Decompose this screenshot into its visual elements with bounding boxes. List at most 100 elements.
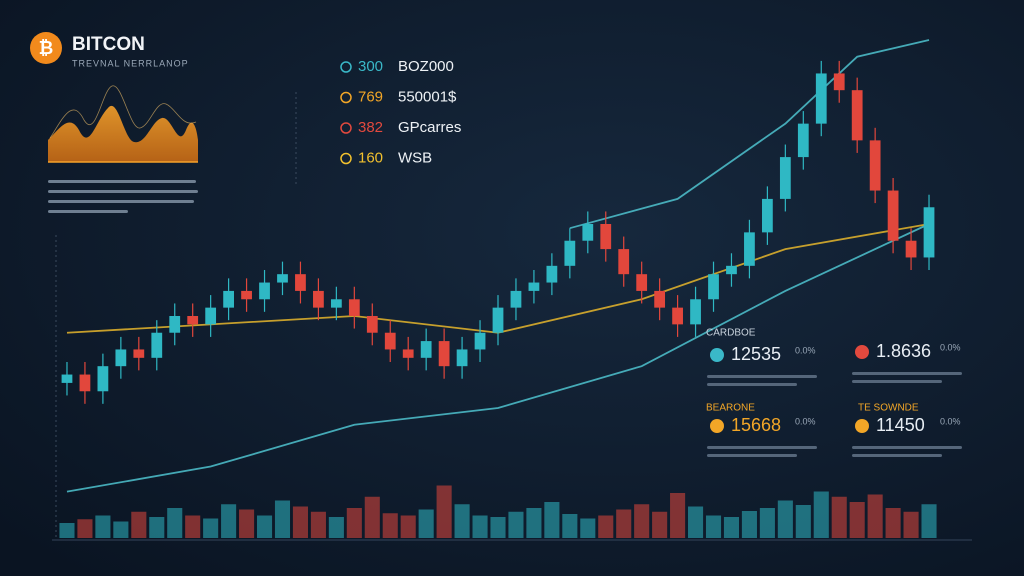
volume-bar bbox=[759, 508, 775, 538]
candle-body bbox=[97, 366, 109, 392]
candle-body bbox=[205, 307, 217, 325]
candle-body bbox=[151, 332, 163, 358]
candle-body bbox=[330, 299, 342, 308]
volume-bar bbox=[526, 508, 542, 538]
candle-body bbox=[797, 123, 809, 158]
candle-body bbox=[438, 341, 450, 367]
candle-body bbox=[690, 299, 701, 325]
volume-bar bbox=[167, 508, 183, 538]
candle-body bbox=[600, 224, 612, 250]
volume-bar bbox=[436, 485, 452, 538]
candle-body bbox=[456, 349, 468, 367]
volume-bar bbox=[652, 511, 668, 538]
stat-heading: BEARONE bbox=[706, 403, 755, 414]
volume-bar bbox=[490, 517, 506, 538]
candle-body bbox=[115, 349, 127, 367]
stat-note bbox=[852, 454, 942, 457]
stat-change: 0.0% bbox=[795, 345, 816, 355]
volume-bar bbox=[688, 506, 704, 538]
volume-bar bbox=[310, 511, 326, 538]
stat-icon bbox=[710, 348, 724, 362]
candle-body bbox=[223, 290, 234, 308]
candle-body bbox=[313, 290, 324, 308]
candle-body bbox=[869, 140, 881, 191]
candle-body bbox=[582, 224, 594, 241]
volume-bar bbox=[256, 515, 273, 538]
stat-note bbox=[707, 446, 817, 449]
ticker-icon bbox=[340, 91, 352, 104]
candle-body bbox=[79, 374, 91, 392]
candle-body bbox=[169, 316, 181, 333]
ticker-label: GPcarres bbox=[398, 119, 461, 136]
volume-bar bbox=[580, 518, 596, 538]
candle-body bbox=[744, 232, 755, 266]
volume-bar bbox=[705, 515, 722, 538]
volume-bar bbox=[149, 517, 165, 538]
stat-icon bbox=[855, 345, 869, 359]
volume-bar bbox=[292, 506, 308, 538]
candle-body bbox=[133, 349, 145, 358]
ticker-label: WSB bbox=[398, 149, 432, 166]
stat-note bbox=[852, 372, 962, 375]
volume-bar bbox=[885, 508, 901, 538]
ticker-value: 300 bbox=[358, 58, 383, 75]
description bbox=[48, 180, 198, 213]
candle-body bbox=[762, 198, 773, 233]
volume-bar bbox=[795, 505, 811, 538]
candle-body bbox=[366, 316, 378, 333]
candle-body bbox=[851, 90, 863, 141]
stat-value: 15668 bbox=[731, 415, 781, 435]
stat-change: 0.0% bbox=[795, 416, 816, 426]
trend-line bbox=[66, 223, 930, 493]
candle-body bbox=[528, 282, 540, 291]
stat-icon bbox=[710, 419, 724, 433]
mini-chart bbox=[48, 85, 198, 163]
ticker-label: BOZ000 bbox=[398, 58, 454, 75]
candle-body bbox=[384, 332, 396, 350]
volume-bar bbox=[903, 511, 919, 538]
ticker-icon bbox=[340, 122, 352, 134]
candle-body bbox=[510, 290, 522, 308]
volume-bar bbox=[95, 515, 111, 538]
ticker-icon bbox=[340, 61, 352, 73]
candle-body bbox=[259, 282, 270, 300]
candle-body bbox=[61, 374, 73, 383]
volume-bar bbox=[77, 519, 93, 538]
candle-body bbox=[348, 299, 360, 316]
candle-body bbox=[546, 265, 558, 283]
candle-body bbox=[833, 73, 845, 91]
candle-body bbox=[779, 157, 791, 199]
dotted-dividers bbox=[55, 92, 297, 540]
volume-bar bbox=[274, 500, 291, 538]
candle-body bbox=[492, 307, 504, 333]
volume-bar bbox=[472, 515, 488, 538]
volume-bar bbox=[562, 514, 578, 538]
volume-bar bbox=[59, 523, 75, 538]
trend-line bbox=[569, 39, 930, 230]
volume-bar bbox=[921, 504, 937, 538]
volume-bar bbox=[364, 496, 380, 538]
ticker-value: 160 bbox=[358, 149, 383, 166]
ticker-value: 382 bbox=[358, 119, 383, 136]
candle-body bbox=[474, 332, 486, 350]
candle-body bbox=[923, 207, 935, 258]
ticker-value: 769 bbox=[358, 88, 383, 105]
logo bbox=[30, 32, 62, 64]
volume-bar bbox=[616, 509, 632, 538]
volume-bar bbox=[113, 521, 129, 538]
volume-bar bbox=[203, 518, 219, 538]
candle-body bbox=[708, 274, 719, 300]
stat-value: 11450 bbox=[876, 415, 925, 435]
stat-change: 0.0% bbox=[940, 416, 961, 426]
candle-body bbox=[905, 240, 917, 258]
volume-bar bbox=[185, 515, 201, 538]
volume-bar bbox=[741, 511, 757, 538]
stat-icon bbox=[855, 419, 869, 433]
title: BITCON bbox=[72, 34, 145, 55]
candle-body bbox=[420, 341, 432, 358]
volume-bar bbox=[598, 515, 614, 538]
volume-bar bbox=[382, 513, 398, 538]
